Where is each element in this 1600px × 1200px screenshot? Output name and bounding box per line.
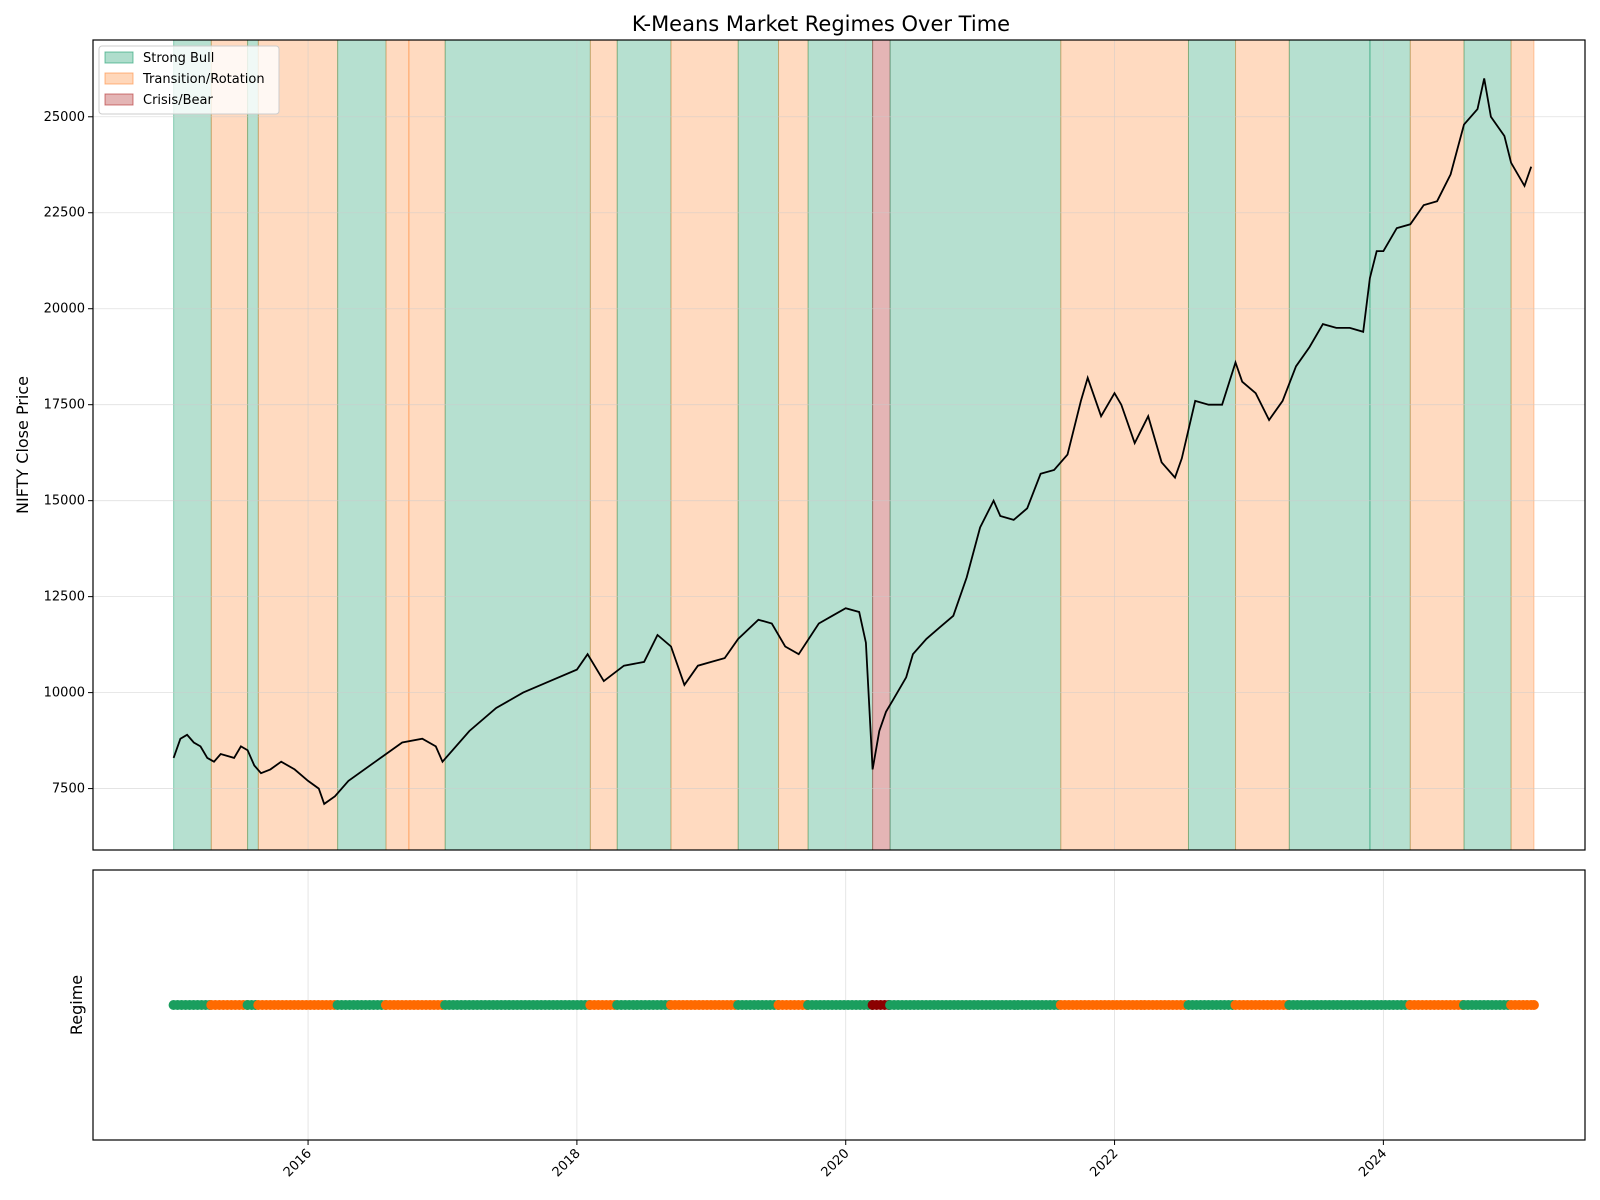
regime-y-axis-label: Regime: [67, 975, 86, 1035]
regime-span: [889, 39, 1062, 851]
regime-span: [1060, 39, 1189, 851]
y-tick-label: 25000: [44, 110, 85, 125]
x-tick-label: 2022: [1087, 1146, 1121, 1180]
legend-swatch: [104, 72, 134, 85]
regime-span: [589, 39, 618, 851]
nifty-price-line: [172, 78, 1533, 806]
regime-span: [670, 39, 739, 851]
regime-span: [778, 39, 809, 851]
price-panel: 750010000125001500017500200002250025000 …: [13, 39, 1586, 851]
legend-swatch: [104, 93, 134, 106]
regime-points: [168, 1000, 1539, 1010]
regime-span: [1187, 39, 1237, 851]
price-panel-frame: [92, 39, 1586, 851]
legend-label: Crisis/Bear: [143, 93, 213, 108]
regime-span: [616, 39, 672, 851]
y-tick-label: 10000: [44, 686, 85, 701]
x-tick-label: 2018: [550, 1146, 584, 1180]
regime-span: [1409, 39, 1465, 851]
legend-label: Transition/Rotation: [142, 72, 265, 87]
x-tick-label: 2020: [819, 1146, 853, 1180]
legend-box: [98, 45, 280, 115]
y-tick-label: 20000: [44, 302, 85, 317]
regime-span: [444, 39, 591, 851]
regime-span: [173, 39, 212, 851]
legend-swatch: [104, 51, 134, 64]
x-tick-label: 2024: [1356, 1146, 1390, 1180]
regime-panel: 2016 2018 2020 2022 2024 Regime: [67, 869, 1586, 1180]
y-tick-label: 7500: [52, 782, 85, 797]
y-tick-label: 15000: [44, 494, 85, 509]
legend-label: Strong Bull: [143, 51, 214, 66]
chart-title: K-Means Market Regimes Over Time: [632, 12, 1010, 36]
regime-point: [1528, 1000, 1539, 1010]
legend: Strong Bull Transition/Rotation Crisis/Bea…: [98, 45, 280, 115]
regime-span: [247, 39, 259, 851]
regime-span: [408, 39, 446, 851]
price-y-axis-label: NIFTY Close Price: [13, 376, 32, 514]
regime-spans: [173, 39, 1535, 851]
regime-span: [1510, 39, 1535, 851]
regime-span: [210, 39, 249, 851]
regime-span: [807, 39, 874, 851]
y-tick-label: 22500: [44, 206, 85, 221]
regime-span: [1369, 39, 1411, 851]
x-ticks: 2016 2018 2020 2022 2024: [281, 1140, 1390, 1180]
regime-span: [1463, 39, 1512, 851]
regime-span: [385, 39, 410, 851]
y-tick-label: 12500: [44, 590, 85, 605]
price-gridlines: [93, 40, 1585, 850]
regime-span: [1235, 39, 1290, 851]
regime-span: [872, 39, 891, 851]
y-tick-label: 17500: [44, 398, 85, 413]
x-tick-label: 2016: [281, 1146, 315, 1180]
regime-span: [1288, 39, 1371, 851]
regime-span: [737, 39, 780, 851]
regime-span: [257, 39, 339, 851]
regime-span: [337, 39, 387, 851]
price-y-ticks: 7500 10000 12500 15000 17500 20000 22500 25000: [44, 110, 93, 797]
regime-panel-frame: [92, 869, 1586, 1141]
